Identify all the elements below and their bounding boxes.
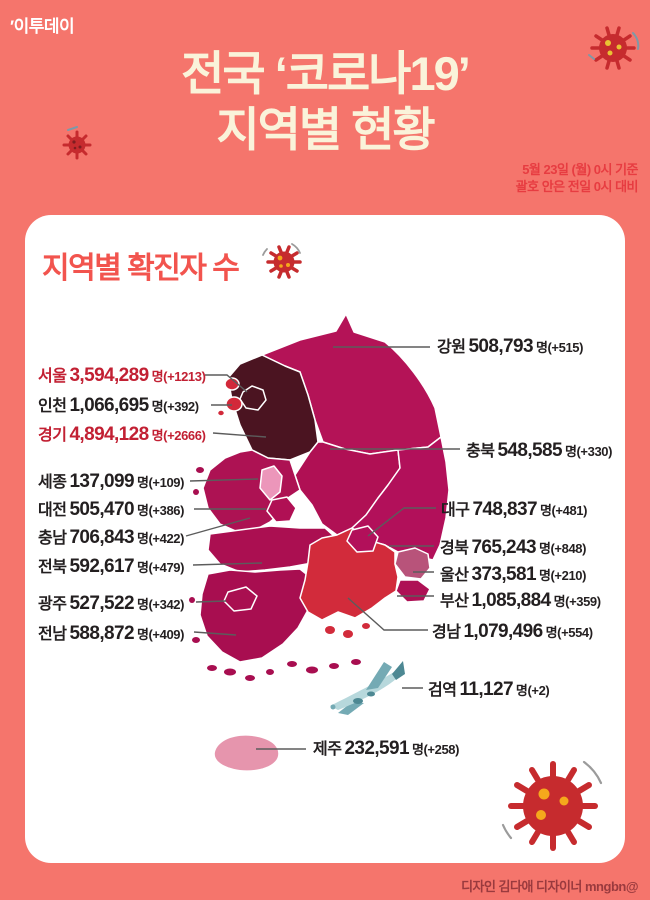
page-title-line1: 전국 ‘코로나19’ [181,47,471,100]
region-label-sejong: 세종 137,099 명(+109) [38,468,184,493]
page-title-line2: 지역별 현황 [216,103,435,156]
region-name: 광주 [38,596,67,613]
region-label-jeju: 제주 232,591 명(+258) [313,735,459,760]
region-delta: 명(+392) [151,399,200,414]
region-label-gyeongbuk: 경북 765,243 명(+848) [440,534,586,559]
region-value: 706,843 [69,527,134,548]
region-value: 548,585 [497,440,562,461]
region-name: 강원 [437,339,466,356]
region-delta: 명(+409) [136,627,185,642]
card-title: 지역별 확진자 수 [42,252,240,285]
region-label-busan: 부산 1,085,884 명(+359) [440,587,601,612]
date-reference: 5월 23일 (월) 0시 기준 괄호 안은 전일 0시 대비 [515,161,639,195]
region-label-chungbuk: 충북 548,585 명(+330) [466,437,612,462]
region-name: 대구 [441,502,470,519]
region-name: 울산 [440,567,469,584]
region-value: 3,594,289 [69,365,149,386]
etoday-logo: ′이투데이 [10,17,75,36]
region-name: 전남 [38,626,67,643]
region-name: 충남 [38,530,67,547]
region-label-jeonbuk: 전북 592,617 명(+479) [38,553,184,578]
region-delta: 명(+848) [538,541,587,556]
region-name: 세종 [38,474,67,491]
region-value: 592,617 [69,556,134,577]
region-label-daejeon: 대전 505,470 명(+386) [38,496,184,521]
region-name: 검역 [428,682,457,699]
region-label-gyeonggi: 경기 4,894,128 명(+2666) [38,421,206,446]
region-delta: 명(+342) [136,597,185,612]
region-value: 1,079,496 [463,621,543,642]
region-value: 232,591 [344,738,409,759]
region-label-daegu: 대구 748,837 명(+481) [441,496,587,521]
region-name: 경남 [432,624,461,641]
region-delta: 명(+479) [136,560,185,575]
region-value: 748,837 [472,499,537,520]
region-name: 제주 [313,741,342,758]
region-delta: 명(+359) [553,594,602,609]
region-name: 전북 [38,559,67,576]
region-name: 충북 [466,443,495,460]
region-delta: 명(+422) [136,531,185,546]
region-value: 588,872 [69,623,134,644]
region-name: 서울 [38,368,67,385]
region-delta: 명(+386) [136,503,185,518]
region-value: 137,099 [69,471,134,492]
region-delta: 명(+481) [539,503,588,518]
region-delta: 명(+515) [535,340,584,355]
region-label-gyeongnam: 경남 1,079,496 명(+554) [432,618,593,643]
region-label-seoul: 서울 3,594,289 명(+1213) [38,362,206,387]
region-value: 373,581 [471,564,536,585]
page-title: 전국 ‘코로나19’ 지역별 현황 [0,46,650,158]
region-value: 508,793 [468,336,533,357]
region-delta: 명(+109) [136,475,185,490]
date-line2: 괄호 안은 전일 0시 대비 [515,179,639,194]
region-value: 1,085,884 [471,590,551,611]
designer-credit: 디자인 김다애 디자이너 mngbn@ [461,879,638,894]
region-delta: 명(+2) [515,683,550,698]
region-delta: 명(+210) [538,568,587,583]
region-label-quarantine: 검역 11,127 명(+2) [428,676,550,701]
region-value: 765,243 [471,537,536,558]
region-delta: 명(+330) [564,444,613,459]
region-name: 부산 [440,593,469,610]
region-label-gangwon: 강원 508,793 명(+515) [437,333,583,358]
region-value: 11,127 [459,679,513,700]
region-value: 505,470 [69,499,134,520]
region-value: 527,522 [69,593,134,614]
region-name: 인천 [38,398,67,415]
region-name: 경북 [440,540,469,557]
region-value: 4,894,128 [69,424,149,445]
region-label-incheon: 인천 1,066,695 명(+392) [38,392,199,417]
region-name: 대전 [38,502,67,519]
region-label-chungnam: 충남 706,843 명(+422) [38,524,184,549]
date-line1: 5월 23일 (월) 0시 기준 [522,162,638,177]
region-delta: 명(+1213) [151,369,206,384]
region-label-jeonnam: 전남 588,872 명(+409) [38,620,184,645]
region-delta: 명(+258) [411,742,460,757]
region-label-gwangju: 광주 527,522 명(+342) [38,590,184,615]
region-value: 1,066,695 [69,395,149,416]
region-name: 경기 [38,427,67,444]
region-delta: 명(+554) [545,625,594,640]
region-label-ulsan: 울산 373,581 명(+210) [440,561,586,586]
region-delta: 명(+2666) [151,428,206,443]
